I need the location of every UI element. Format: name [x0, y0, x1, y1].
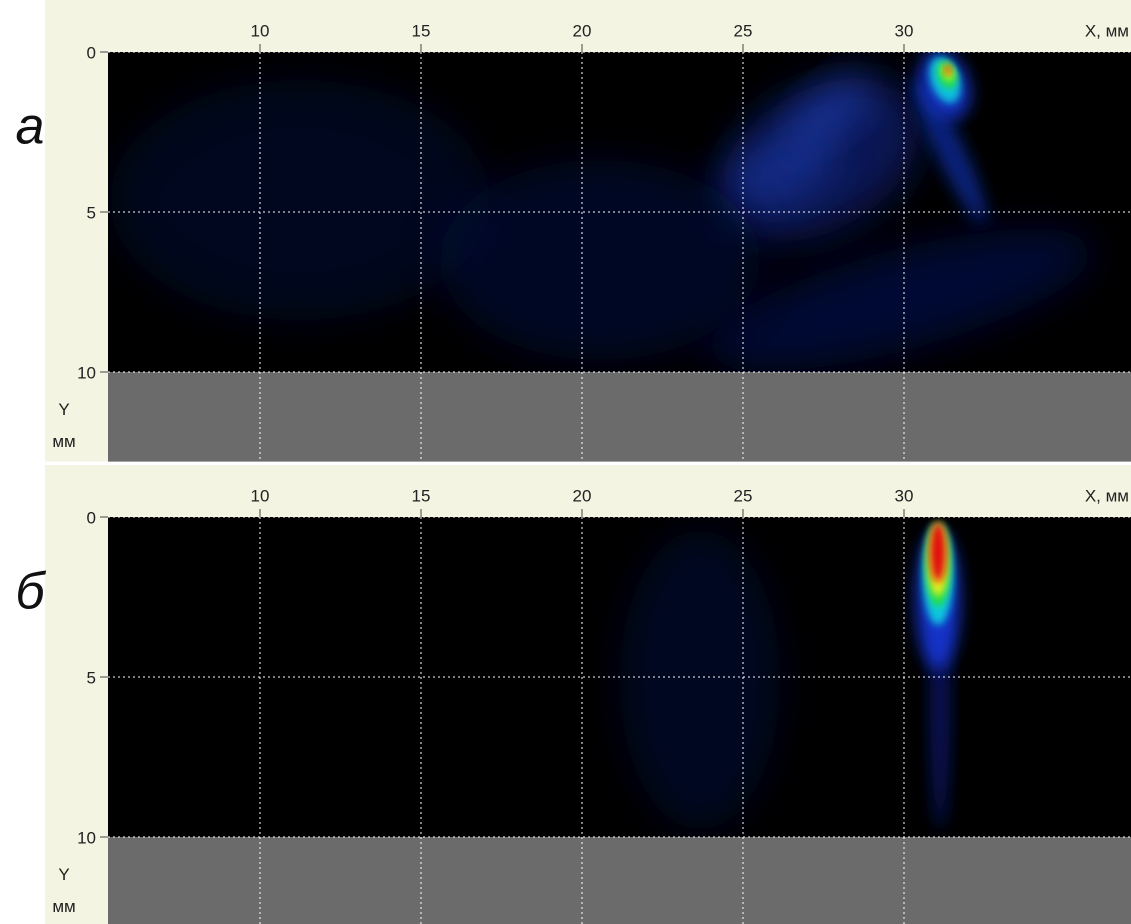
x-tick-label: 25: [734, 21, 753, 40]
x-axis-label: X, мм: [1085, 21, 1129, 40]
panel: 10 15 20 25 30 0 5 10 X, мм Yмм а: [16, 0, 1131, 462]
y-axis-label: мм: [52, 897, 75, 916]
x-tick-label: 10: [251, 486, 270, 505]
x-tick-label: 20: [573, 21, 592, 40]
y-tick-label: 0: [87, 43, 96, 62]
intensity-blob: [945, 66, 951, 74]
y-tick-label: 5: [87, 668, 96, 687]
outside-area: [108, 837, 1131, 924]
intensity-map: [110, 52, 1094, 371]
panel: 10 15 20 25 30 0 5 10 X, мм Yмм б: [15, 465, 1131, 924]
axis-background: [45, 517, 108, 924]
intensity-map: [620, 522, 960, 830]
x-tick-label: 15: [412, 486, 431, 505]
axis-background: [45, 0, 1131, 52]
intensity-blob: [724, 132, 836, 208]
intensity-blob: [930, 522, 946, 582]
panel-letter: б: [15, 563, 46, 621]
x-tick-label: 30: [895, 486, 914, 505]
intensity-blob: [787, 76, 873, 144]
y-tick-label: 10: [77, 828, 96, 847]
y-axis-label: Y: [58, 865, 69, 884]
intensity-blob: [620, 530, 780, 830]
intensity-blob: [913, 77, 987, 223]
intensity-blob: [110, 80, 490, 320]
intensity-blob: [440, 160, 760, 360]
x-tick-label: 20: [573, 486, 592, 505]
y-tick-label: 0: [87, 508, 96, 527]
y-axis-label: мм: [52, 432, 75, 451]
x-tick-label: 30: [895, 21, 914, 40]
y-tick-label: 5: [87, 203, 96, 222]
x-tick-label: 10: [251, 21, 270, 40]
x-tick-label: 15: [412, 21, 431, 40]
axis-background: [45, 465, 1131, 517]
x-axis-label: X, мм: [1085, 486, 1129, 505]
outside-area: [108, 372, 1131, 462]
y-axis-label: Y: [58, 400, 69, 419]
x-tick-label: 25: [734, 486, 753, 505]
intensity-blob: [706, 229, 1094, 371]
axis-background: [45, 52, 108, 462]
panel-letter: а: [16, 98, 45, 156]
y-tick-label: 10: [77, 363, 96, 382]
